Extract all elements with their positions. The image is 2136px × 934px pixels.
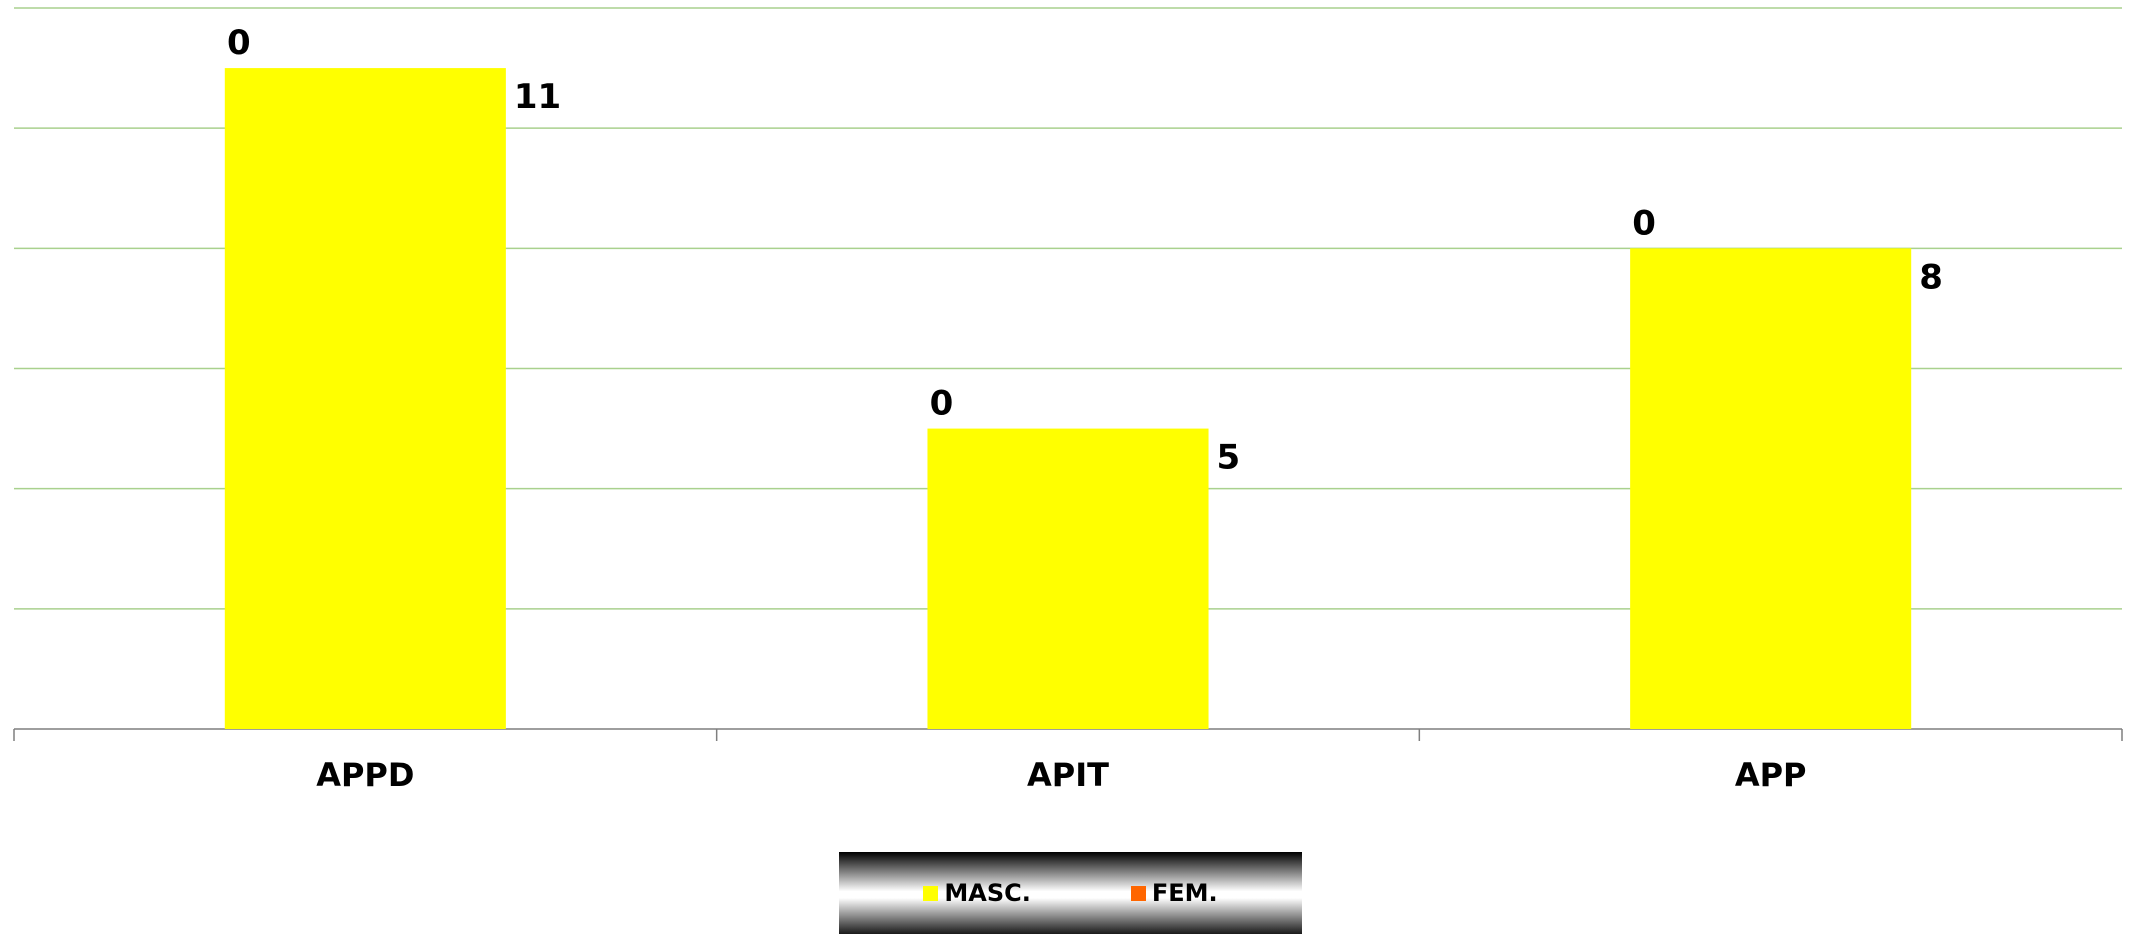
x-tick-label-appd: APPD <box>316 756 414 794</box>
bar-masc-appd <box>224 68 506 730</box>
bar-masc-apit <box>927 428 1209 729</box>
legend-swatch-fem <box>1130 885 1146 901</box>
legend-item-masc: MASC. <box>923 879 1031 907</box>
x-tick-label-apit: APIT <box>1027 756 1109 794</box>
data-label-fem-appd: 0 <box>227 23 251 63</box>
x-tick-label-app: APP <box>1735 756 1807 794</box>
legend-item-fem: FEM. <box>1130 879 1218 907</box>
data-label-masc-appd: 11 <box>514 77 561 117</box>
legend-swatch-masc <box>923 885 939 901</box>
data-label-fem-apit: 0 <box>930 384 954 424</box>
legend: MASC. FEM. <box>839 852 1302 934</box>
bar-chart: 0 11 APPD 0 5 APIT 0 8 APP <box>13 7 2123 794</box>
legend-label-masc: MASC. <box>944 879 1031 907</box>
data-label-masc-apit: 5 <box>1217 438 1241 478</box>
data-label-masc-app: 8 <box>1919 257 1943 297</box>
bar-masc-app <box>1630 248 1912 730</box>
legend-label-fem: FEM. <box>1151 879 1218 907</box>
data-label-fem-app: 0 <box>1632 203 1656 243</box>
